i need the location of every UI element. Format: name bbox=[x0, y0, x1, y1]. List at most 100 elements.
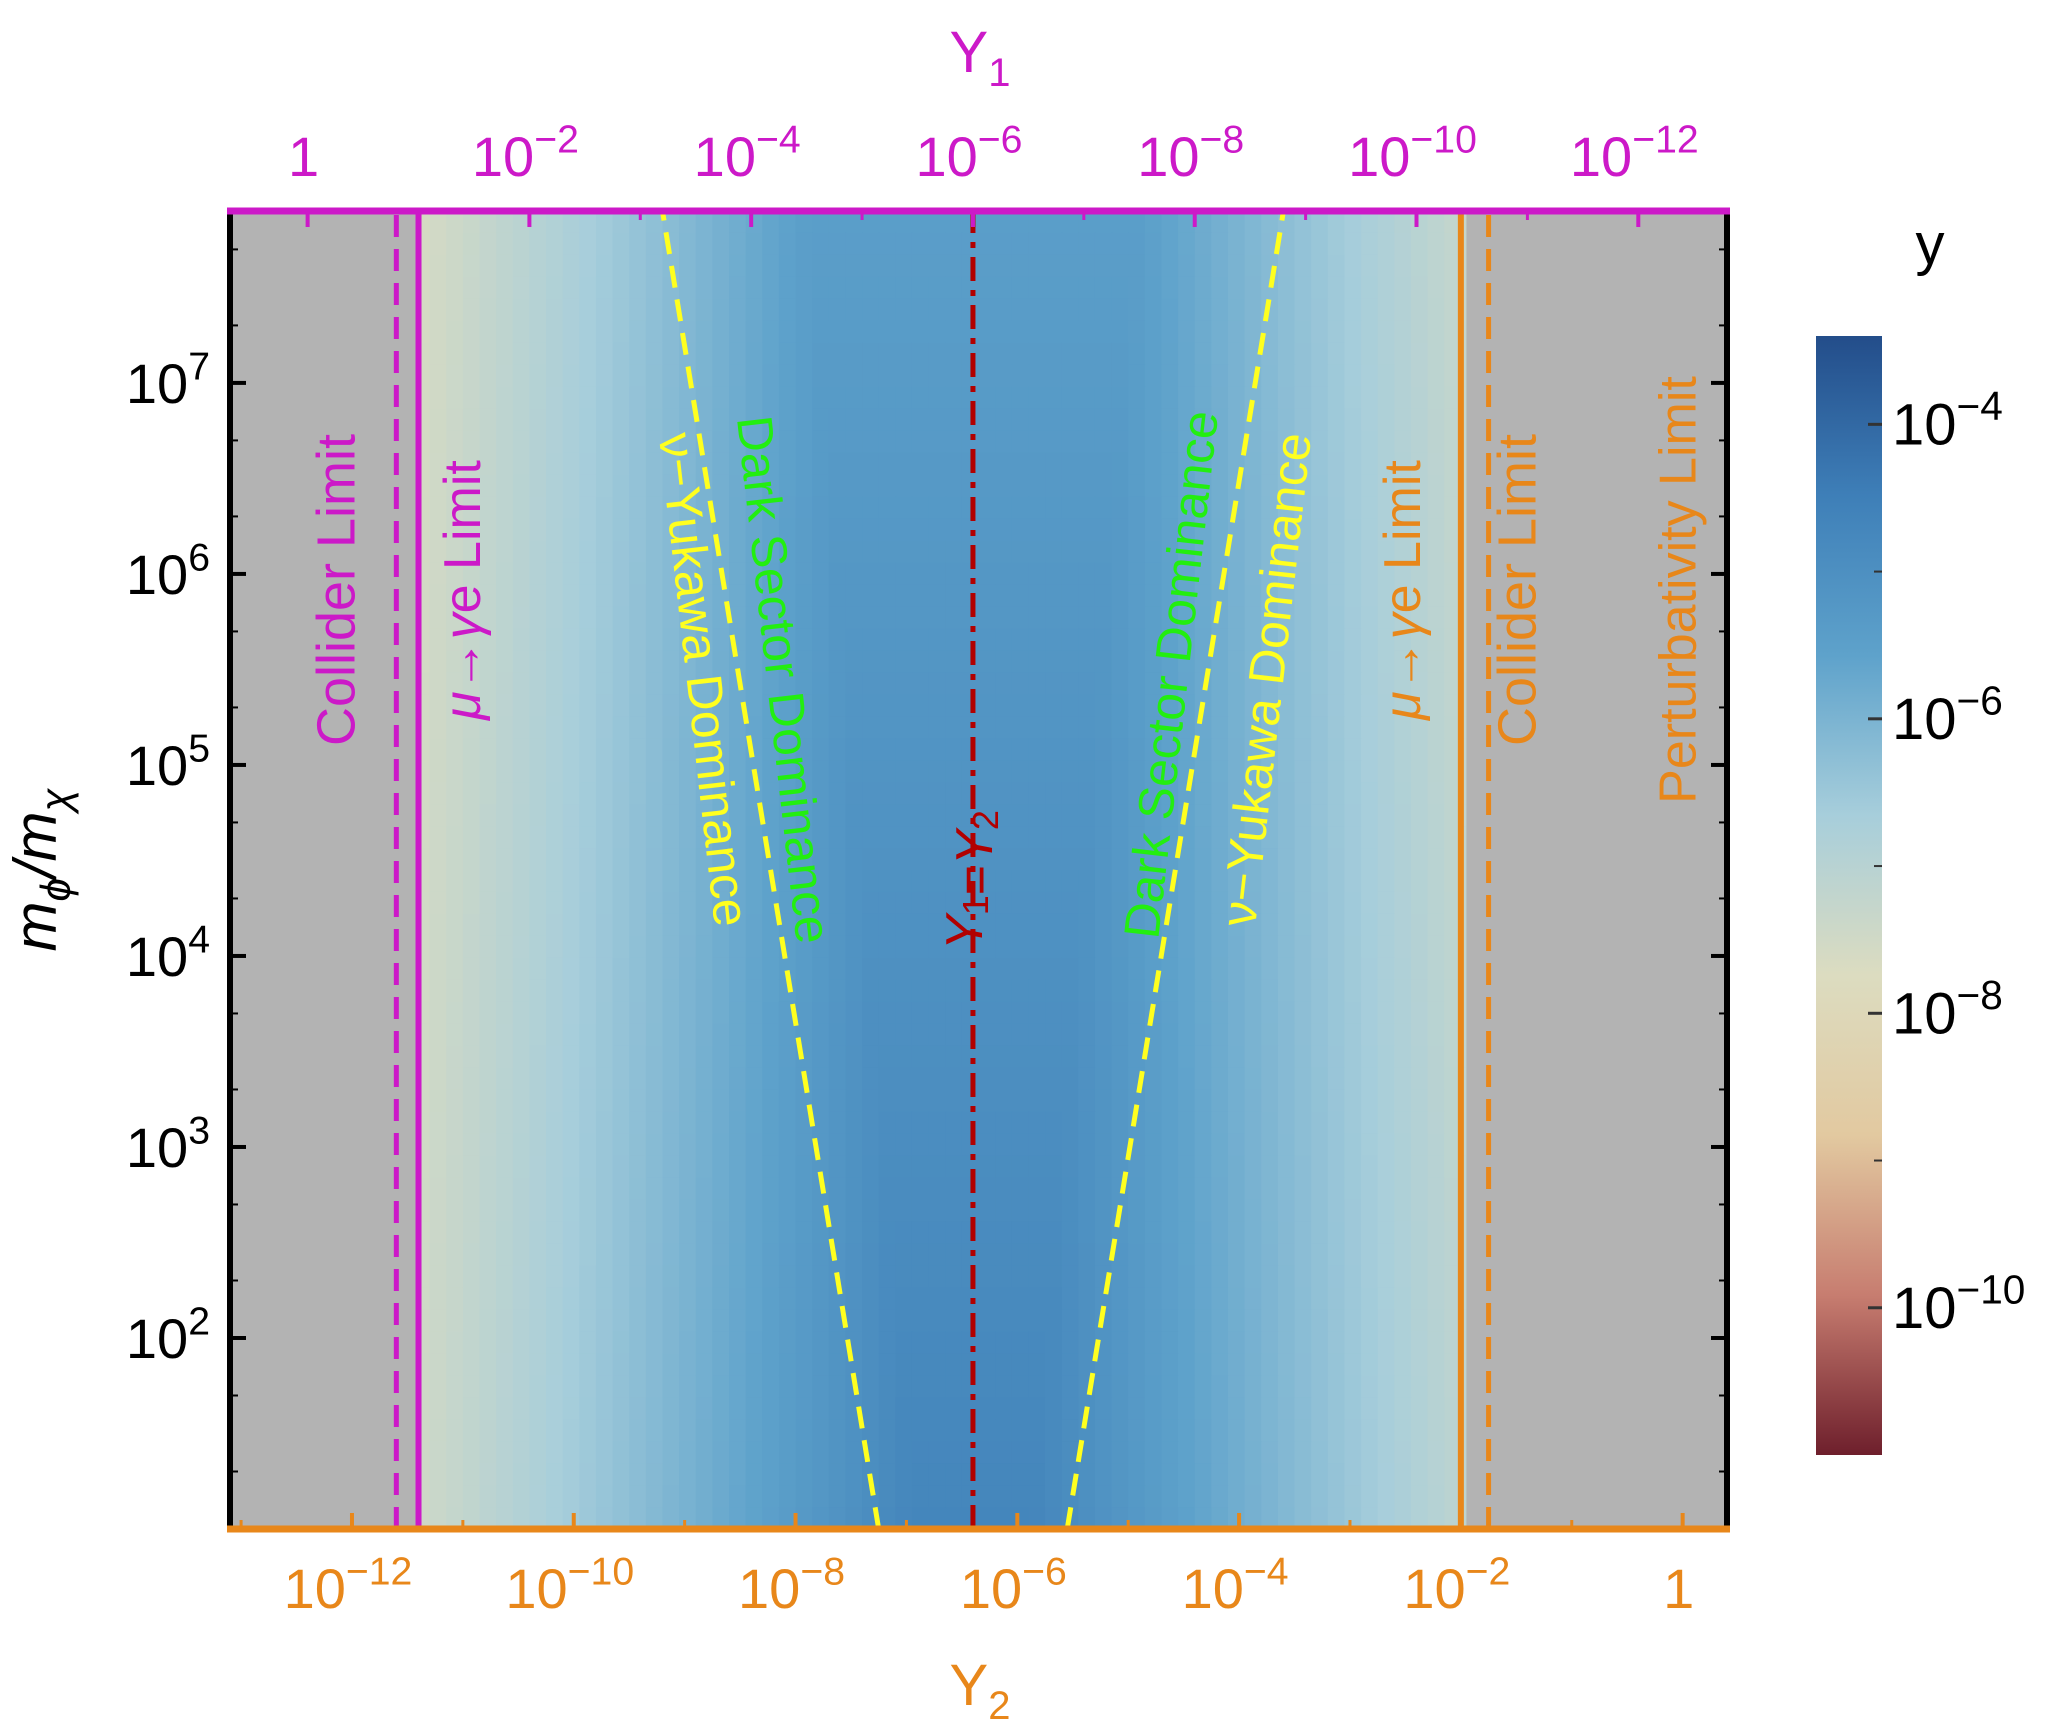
heat-cell bbox=[1427, 826, 1446, 849]
heat-cell bbox=[862, 891, 880, 915]
heat-cell bbox=[562, 935, 581, 959]
heat-cell bbox=[462, 1287, 481, 1311]
heat-cell bbox=[695, 935, 714, 959]
heat-cell bbox=[1128, 211, 1146, 234]
heat-cell bbox=[1094, 430, 1113, 454]
heat-cell bbox=[995, 1155, 1013, 1179]
heat-cell bbox=[1094, 1155, 1113, 1179]
heat-cell bbox=[1277, 452, 1296, 476]
heat-cell bbox=[1094, 957, 1113, 981]
heat-cell bbox=[529, 1221, 547, 1245]
heat-cell bbox=[1128, 716, 1146, 739]
heat-cell bbox=[945, 1177, 963, 1201]
heat-cell bbox=[1228, 364, 1246, 388]
heat-cell bbox=[945, 738, 963, 761]
heat-cell bbox=[679, 913, 697, 937]
heat-cell bbox=[529, 1375, 547, 1398]
heat-cell bbox=[812, 1419, 830, 1442]
heat-cell bbox=[579, 913, 597, 937]
heat-cell bbox=[1261, 1309, 1279, 1333]
heat-cell bbox=[795, 298, 813, 322]
heat-cell bbox=[1344, 760, 1362, 783]
heat-cell bbox=[1194, 760, 1213, 783]
heat-cell bbox=[1161, 1111, 1179, 1135]
heat-cell bbox=[878, 891, 897, 915]
heat-cell bbox=[828, 342, 847, 366]
heat-cell bbox=[1394, 386, 1412, 410]
heat-cell bbox=[595, 913, 614, 937]
heat-cell bbox=[446, 1375, 464, 1398]
heat-cell bbox=[1311, 804, 1329, 827]
heat-cell bbox=[1011, 211, 1030, 234]
heat-cell bbox=[612, 782, 630, 805]
heat-cell bbox=[662, 474, 680, 498]
heat-cell bbox=[446, 935, 464, 959]
heat-cell bbox=[1261, 1265, 1279, 1289]
heat-cell bbox=[862, 562, 880, 586]
heat-cell bbox=[1327, 1045, 1346, 1069]
heat-cell bbox=[712, 628, 730, 652]
heat-cell bbox=[878, 452, 897, 476]
heat-cell bbox=[446, 518, 464, 542]
heat-cell bbox=[645, 408, 664, 432]
heat-cell bbox=[828, 1089, 847, 1113]
heat-cell bbox=[562, 320, 581, 344]
heat-cell bbox=[1011, 540, 1030, 564]
heat-cell bbox=[1045, 496, 1063, 520]
heat-cell bbox=[1094, 254, 1113, 278]
heat-cell bbox=[1228, 848, 1246, 871]
heat-cell bbox=[729, 1331, 747, 1355]
heat-cell bbox=[529, 1397, 547, 1420]
heat-cell bbox=[911, 1265, 930, 1289]
heat-cell bbox=[1377, 1111, 1396, 1135]
heat-cell bbox=[1011, 826, 1030, 849]
heat-cell bbox=[812, 979, 830, 1003]
heat-cell bbox=[895, 870, 913, 893]
heat-cell bbox=[645, 342, 664, 366]
heat-cell bbox=[679, 628, 697, 652]
heat-cell bbox=[928, 496, 947, 520]
heat-cell bbox=[762, 1309, 780, 1333]
heat-cell bbox=[662, 540, 680, 564]
heat-cell bbox=[1178, 386, 1196, 410]
heat-cell bbox=[479, 320, 497, 344]
heat-cell bbox=[546, 1375, 564, 1398]
heat-cell bbox=[512, 254, 531, 278]
heat-cell bbox=[1427, 1001, 1446, 1025]
heat-cell bbox=[612, 1265, 630, 1289]
heat-cell bbox=[1045, 540, 1063, 564]
heat-cell bbox=[529, 870, 547, 893]
heat-cell bbox=[1011, 979, 1030, 1003]
heat-cell bbox=[529, 408, 547, 432]
heat-cell bbox=[1178, 1331, 1196, 1355]
heat-cell bbox=[1078, 738, 1096, 761]
heat-cell bbox=[695, 979, 714, 1003]
heat-cell bbox=[1427, 342, 1446, 366]
heat-cell bbox=[1444, 452, 1462, 476]
heat-cell bbox=[546, 1199, 564, 1223]
heat-cell bbox=[895, 1045, 913, 1069]
heat-cell bbox=[978, 298, 996, 322]
heat-cell bbox=[1194, 1155, 1213, 1179]
heat-cell bbox=[878, 1397, 897, 1420]
heat-cell bbox=[1045, 430, 1063, 454]
heat-cell bbox=[1244, 298, 1263, 322]
heat-cell bbox=[1178, 672, 1196, 696]
heat-cell bbox=[1410, 342, 1429, 366]
heat-cell bbox=[878, 1353, 897, 1377]
heat-cell bbox=[1327, 738, 1346, 761]
heat-cell bbox=[512, 518, 531, 542]
heat-cell bbox=[762, 562, 780, 586]
heat-cell bbox=[762, 1045, 780, 1069]
heat-cell bbox=[662, 430, 680, 454]
heat-cell bbox=[462, 1243, 481, 1267]
heat-cell bbox=[562, 430, 581, 454]
heat-cell bbox=[828, 650, 847, 674]
heat-cell bbox=[546, 1221, 564, 1245]
heat-cell bbox=[446, 408, 464, 432]
heat-cell bbox=[1444, 1001, 1462, 1025]
heat-cell bbox=[812, 738, 830, 761]
heat-cell bbox=[995, 496, 1013, 520]
heat-cell bbox=[995, 979, 1013, 1003]
heat-cell bbox=[1427, 870, 1446, 893]
